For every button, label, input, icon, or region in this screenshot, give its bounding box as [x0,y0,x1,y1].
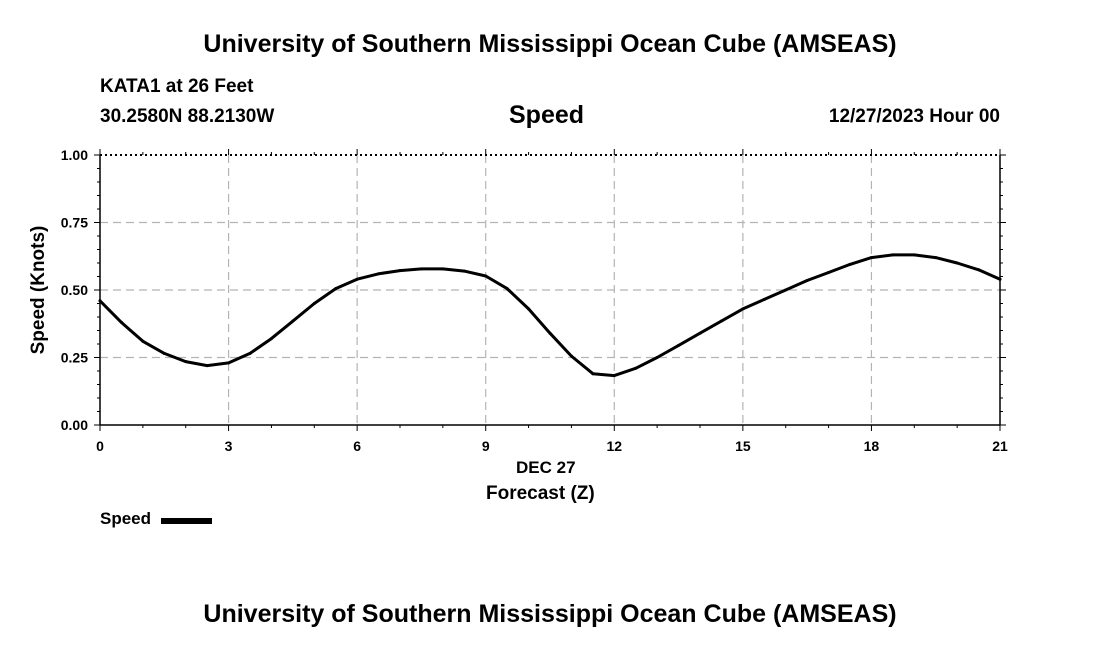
speed-data-point [848,262,852,266]
speed-data-point [977,268,981,272]
speed-data-point [119,320,123,324]
speed-data-point [741,307,745,311]
speed-data-point [141,339,145,343]
speed-data-point [205,364,209,368]
x-tick-label: 21 [992,438,1008,454]
y-axis-label: Speed (Knots) [28,226,49,355]
speed-data-point [334,287,338,291]
footer-title: University of Southern Mississippi Ocean… [203,600,897,628]
y-tick-label: 1.00 [61,147,88,163]
station-coordinates: 30.2580N 88.2130W [100,106,275,127]
speed-data-point [162,351,166,355]
x-tick-label: 12 [606,438,622,454]
speed-data-point [269,337,273,341]
x-tick-label: 6 [353,438,361,454]
x-tick-label: 9 [482,438,490,454]
speed-data-point [955,261,959,265]
speed-data-point [505,287,509,291]
speed-data-point [312,302,316,305]
x-axis-label: Forecast (Z) [486,483,595,504]
x-tick-label: 18 [864,438,880,454]
station-name: KATA1 at 26 Feet [100,76,254,97]
speed-data-point [419,267,423,271]
legend-line-icon [161,518,212,524]
speed-data-point [784,288,788,292]
x-tick-label: 3 [225,438,233,454]
speed-data-point [569,354,573,358]
y-tick-label: 0.50 [61,282,88,298]
x-tick-label: 15 [735,438,751,454]
speed-data-point [548,331,552,335]
speed-data-point [184,360,188,364]
speed-data-point [762,297,766,301]
legend-label: Speed [100,509,152,528]
speed-data-point [355,277,359,281]
chart-title: Speed [509,101,585,129]
speed-data-point [612,374,616,378]
x-axis-date-label: DEC 27 [516,458,576,477]
speed-data-point [869,256,873,260]
speed-data-point [934,256,938,260]
y-tick-label: 0.00 [61,417,88,433]
speed-data-point [98,299,102,303]
y-tick-label: 0.75 [61,215,88,231]
speed-data-point [698,331,702,335]
speed-data-point [227,361,231,365]
y-tick-label: 0.25 [61,350,88,366]
speed-data-point [248,351,252,355]
forecast-date: 12/27/2023 Hour 00 [828,106,1000,127]
speed-data-point [719,319,723,323]
speed-data-point [462,269,466,273]
speed-data-point [677,343,681,347]
speed-data-point [398,269,402,273]
speed-data-point [634,366,638,370]
page-title: University of Southern Mississippi Ocean… [203,30,897,58]
speed-data-point [912,253,916,257]
speed-data-point [527,307,531,311]
speed-data-point [441,267,445,271]
speed-data-point [805,279,809,283]
speed-data-point [998,277,1002,281]
speed-data-point [377,272,381,276]
speed-data-point [591,372,595,376]
speed-data-point [484,274,488,278]
speed-data-point [291,319,295,323]
speed-data-point [827,270,831,274]
x-tick-label: 0 [96,438,104,454]
speed-data-point [655,356,659,359]
speed-data-point [891,253,895,257]
